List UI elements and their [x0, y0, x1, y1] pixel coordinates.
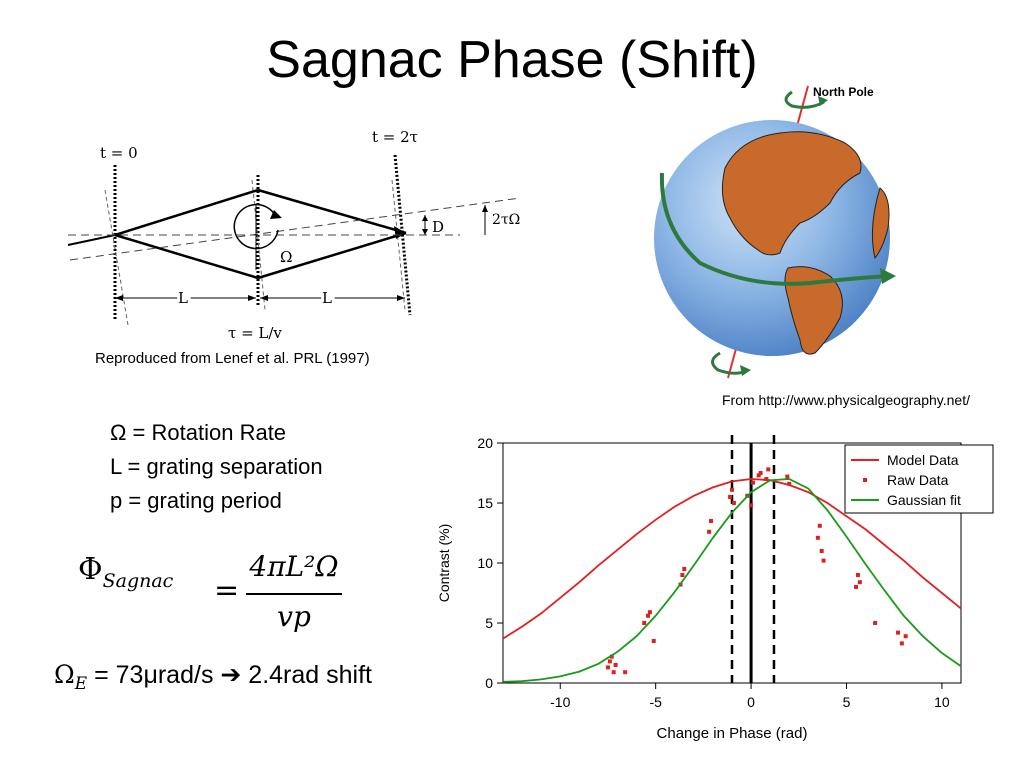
- series-gaussian-fit: [502, 478, 962, 683]
- raw-data-point: [766, 467, 771, 472]
- south-america: [784, 266, 843, 355]
- raw-data-point: [707, 529, 712, 534]
- x-tick-label--10: -10: [550, 694, 570, 710]
- label-t0: t = 0: [100, 144, 138, 162]
- raw-data-point: [750, 480, 755, 485]
- definition-p: p = grating period: [110, 488, 282, 513]
- north-america: [721, 131, 862, 256]
- raw-data-point: [709, 519, 714, 523]
- globe-illustration: North Pole: [654, 85, 896, 379]
- equation-lhs: ΦSagnac: [78, 552, 174, 592]
- raw-data-point: [819, 549, 824, 553]
- raw-data-point: [785, 474, 790, 479]
- x-tick-label--5: -5: [649, 694, 662, 710]
- raw-data-point: [646, 613, 651, 618]
- definition-L: L = grating separation: [110, 454, 323, 479]
- raw-data-point: [728, 495, 733, 499]
- label-tau: τ = L/v: [228, 324, 282, 342]
- legend-swatch-1: [863, 478, 867, 482]
- interferometer-diagram: t = 0 t = 2τ Ω D 2τΩ L L τ = L/v: [67, 128, 520, 342]
- equator-rotation-arrow: [659, 172, 891, 286]
- y-tick-label-10: 10: [477, 555, 493, 571]
- raw-data-point: [613, 663, 618, 667]
- label-D: D: [432, 218, 444, 236]
- x-tick-label-0: 0: [747, 694, 755, 710]
- africa-edge: [871, 187, 890, 260]
- north-pole-label: North Pole: [813, 85, 874, 99]
- raw-data-point: [815, 535, 820, 540]
- contrast-phase-chart: 0 5 10 15 20 -10 -5 0 5 10 Model Data Raw Data Gauss…: [436, 435, 994, 742]
- legend-box: [844, 444, 994, 514]
- raw-data-point: [607, 659, 612, 664]
- raw-data-point: [758, 471, 763, 475]
- raw-data-point: [787, 481, 792, 486]
- raw-data-point: [896, 630, 901, 635]
- y-tick-label-5: 5: [485, 615, 493, 631]
- x-axis-label: Change in Phase (rad): [657, 725, 808, 742]
- y-tick-label-20: 20: [477, 435, 493, 451]
- raw-data-point: [730, 487, 734, 492]
- raw-data-point: [855, 573, 860, 577]
- raw-data-point: [756, 473, 761, 478]
- equation-fraction-bar: [246, 593, 342, 595]
- south-rotation-arrow: [711, 351, 747, 375]
- raw-data-point: [857, 580, 862, 585]
- raw-data-point: [647, 610, 652, 615]
- raw-data-point: [642, 621, 647, 625]
- definition-omega: Ω = Rotation Rate: [110, 420, 287, 445]
- raw-data-point: [899, 641, 904, 646]
- north-rotation-arrow: [784, 90, 825, 109]
- raw-data-point: [651, 639, 656, 643]
- label-L1: L: [178, 289, 188, 307]
- x-tick-label-5: 5: [843, 694, 851, 710]
- y-tick-label-0: 0: [485, 675, 493, 691]
- label-2tau-omega: 2τΩ: [492, 212, 520, 228]
- legend-label-1: Raw Data: [887, 472, 949, 488]
- equation-equals: =: [214, 573, 240, 608]
- legend-label-2: Gaussian fit: [887, 492, 961, 508]
- legend-label-0: Model Data: [887, 452, 959, 468]
- raw-data-point: [731, 501, 736, 505]
- raw-data-point: [821, 558, 826, 563]
- raw-data-point: [623, 670, 628, 675]
- equation-numerator: 4πL²Ω: [249, 550, 339, 583]
- slide-title: Sagnac Phase (Shift): [266, 31, 758, 89]
- raw-data-point: [764, 477, 769, 481]
- x-tick-label-10: 10: [934, 694, 950, 710]
- earth-rotation-result: ΩE = 73μrad/s ➔ 2.4rad shift: [54, 660, 372, 694]
- raw-data-point: [903, 634, 908, 639]
- series-model-data: [502, 478, 962, 640]
- raw-data-point: [817, 523, 822, 528]
- raw-data-point: [749, 503, 754, 508]
- y-axis-label: Contrast (%): [436, 524, 452, 603]
- equation-denominator: vp: [277, 600, 311, 633]
- raw-data-point: [605, 665, 610, 670]
- globe-caption: From http://www.physicalgeography.net/: [722, 392, 970, 408]
- raw-data-point: [873, 621, 878, 625]
- label-t2tau: t = 2τ: [372, 128, 418, 146]
- interferometer-caption: Reproduced from Lenef et al. PRL (1997): [95, 350, 370, 367]
- raw-data-point: [680, 573, 685, 577]
- raw-data-point: [854, 585, 859, 589]
- label-omega-diagram: Ω: [280, 248, 292, 266]
- raw-data-point: [611, 670, 616, 675]
- raw-data-point: [682, 567, 687, 571]
- raw-data-point: [609, 654, 614, 659]
- y-tick-label-15: 15: [477, 495, 493, 511]
- label-L2: L: [322, 289, 332, 307]
